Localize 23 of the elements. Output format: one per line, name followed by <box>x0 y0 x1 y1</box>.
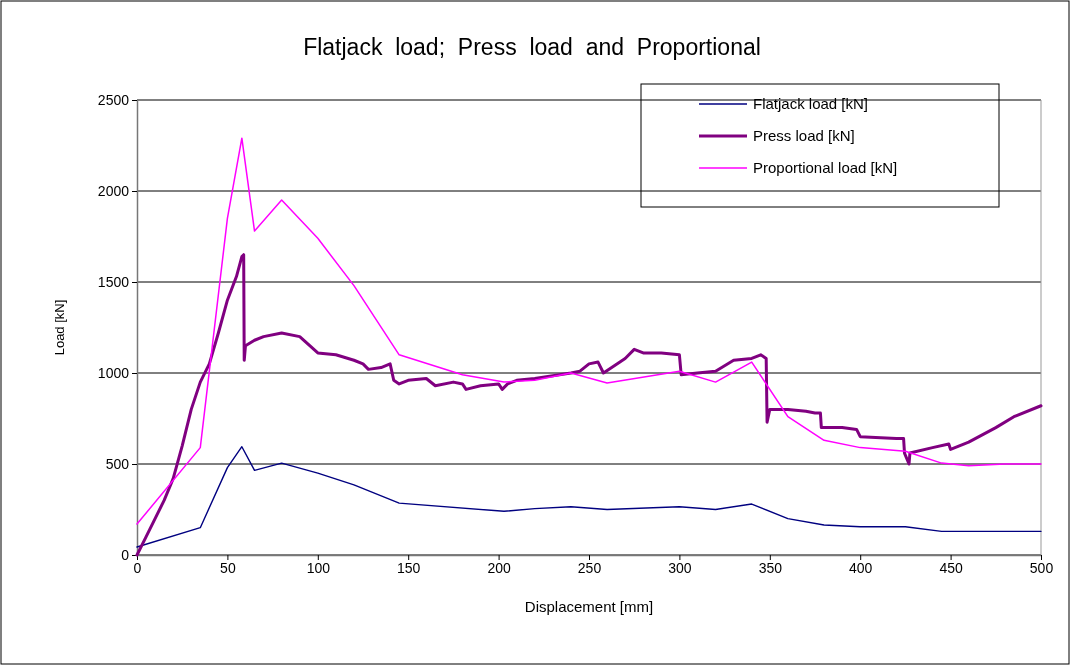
x-tick-label: 350 <box>758 559 783 576</box>
x-tick-label: 0 <box>133 559 142 576</box>
legend-label: Proportional load [kN] <box>753 159 898 176</box>
y-tick-label: 500 <box>105 455 130 472</box>
x-tick-label: 450 <box>939 559 963 576</box>
x-tick-label: 400 <box>849 559 873 576</box>
x-tick-label: 500 <box>1029 559 1054 576</box>
y-axis-title: Load [kN] <box>52 299 67 356</box>
legend-label: Press load [kN] <box>753 127 855 144</box>
y-tick-label: 1500 <box>97 273 130 290</box>
chart-title: Flatjack load; Press load and Proportional <box>303 34 761 60</box>
y-tick-label: 0 <box>121 546 130 563</box>
legend-label: Flatjack load [kN] <box>753 95 869 112</box>
y-tick-label: 2500 <box>97 91 130 108</box>
y-tick-label: 1000 <box>97 364 130 381</box>
x-tick-label: 250 <box>577 559 602 576</box>
x-tick-label: 100 <box>306 559 331 576</box>
y-tick-label: 2000 <box>97 182 130 199</box>
x-tick-label: 150 <box>397 559 421 576</box>
x-axis-title: Displacement [mm] <box>524 598 654 615</box>
x-tick-label: 200 <box>487 559 511 576</box>
x-tick-label: 50 <box>220 559 236 576</box>
x-tick-label: 300 <box>668 559 692 576</box>
